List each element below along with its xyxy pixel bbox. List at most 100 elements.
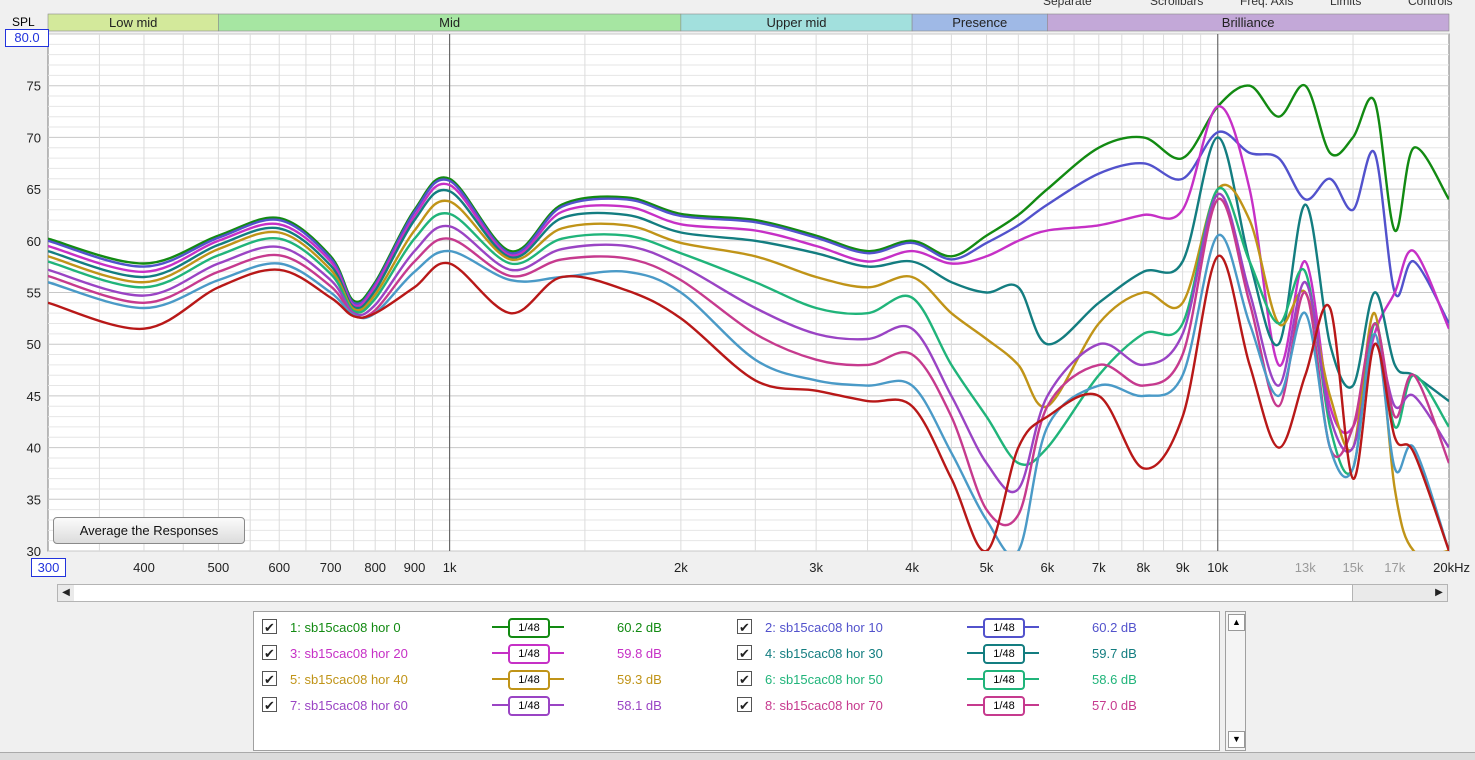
y-tick-label: 35 xyxy=(27,492,41,507)
level-value: 58.1 dB xyxy=(617,698,662,713)
x-tick-label: 17k xyxy=(1384,560,1405,575)
level-value: 60.2 dB xyxy=(1092,620,1137,635)
visibility-checkbox[interactable]: ✔ xyxy=(262,645,277,661)
level-value: 59.3 dB xyxy=(617,672,662,687)
scroll-down-icon[interactable]: ▼ xyxy=(1228,731,1245,748)
y-axis-label: SPL xyxy=(12,15,35,29)
scroll-left-icon[interactable]: ◀ xyxy=(62,587,70,598)
level-value: 60.2 dB xyxy=(617,620,662,635)
band-label: Presence xyxy=(952,15,1007,30)
legend-item[interactable]: ✔ 3: sb15cac08 hor 20 1/48 59.8 dB xyxy=(262,643,732,665)
series-line-4 xyxy=(48,136,1449,403)
series-line-10 xyxy=(48,254,1449,551)
frequency-band-strip: Low mid Mid Upper mid Presence Brilliance xyxy=(47,13,1450,32)
series-line-3 xyxy=(48,105,1449,435)
visibility-checkbox[interactable]: ✔ xyxy=(737,671,752,687)
x-tick-label: 15k xyxy=(1343,560,1364,575)
x-tick-label: 400 xyxy=(133,560,155,575)
smoothing-indicator[interactable]: 1/48 xyxy=(492,617,564,638)
scroll-up-icon[interactable]: ▲ xyxy=(1228,614,1245,631)
measurement-name: 1: sb15cac08 hor 0 xyxy=(290,620,401,635)
y-tick-label: 60 xyxy=(27,234,41,249)
band-brilliance xyxy=(1047,13,1450,32)
level-value: 58.6 dB xyxy=(1092,672,1137,687)
controls-control[interactable]: Controls xyxy=(1408,0,1453,8)
status-bar xyxy=(0,752,1475,760)
visibility-checkbox[interactable]: ✔ xyxy=(737,697,752,713)
x-tick-label: 800 xyxy=(364,560,386,575)
x-tick-label: 9k xyxy=(1176,560,1190,575)
series-line-1 xyxy=(48,84,1449,304)
smoothing-label: 1/48 xyxy=(508,670,550,690)
x-tick-label: 13k xyxy=(1295,560,1316,575)
legend-item[interactable]: ✔ 8: sb15cac08 hor 70 1/48 57.0 dB xyxy=(737,695,1207,717)
x-tick-label: 7k xyxy=(1092,560,1106,575)
visibility-checkbox[interactable]: ✔ xyxy=(737,645,752,661)
series-line-7 xyxy=(48,193,1449,494)
smoothing-indicator[interactable]: 1/48 xyxy=(967,695,1039,716)
visibility-checkbox[interactable]: ✔ xyxy=(262,697,277,713)
scroll-right-icon[interactable]: ▶ xyxy=(1435,587,1443,598)
x-tick-label: 10k xyxy=(1207,560,1228,575)
freq-axis-control[interactable]: Freq. Axis xyxy=(1240,0,1294,8)
x-tick-label: 6k xyxy=(1040,560,1054,575)
legend-item[interactable]: ✔ 5: sb15cac08 hor 40 1/48 59.3 dB xyxy=(262,669,732,691)
average-responses-button[interactable]: Average the Responses xyxy=(53,517,245,544)
grid-lines xyxy=(48,33,1449,552)
visibility-checkbox[interactable]: ✔ xyxy=(262,671,277,687)
x-tick-label: 3k xyxy=(809,560,823,575)
measurement-name: 7: sb15cac08 hor 60 xyxy=(290,698,408,713)
x-tick-label: 900 xyxy=(404,560,426,575)
y-tick-labels: 30 35 40 45 50 55 60 65 70 75 xyxy=(27,79,41,559)
horizontal-scrollbar[interactable]: ◀ ▶ xyxy=(57,584,1448,602)
top-controls-bar: Separate Scrollbars Freq. Axis Limits Co… xyxy=(0,0,1475,13)
x-tick-label: 1k xyxy=(443,560,457,575)
x-tick-label: 700 xyxy=(320,560,342,575)
x-tick-label: 5k xyxy=(980,560,994,575)
measurement-name: 2: sb15cac08 hor 10 xyxy=(765,620,883,635)
legend-item[interactable]: ✔ 4: sb15cac08 hor 30 1/48 59.7 dB xyxy=(737,643,1207,665)
measurement-legend: ✔ 1: sb15cac08 hor 0 1/48 60.2 dB ✔ 2: sb15ca… xyxy=(253,611,1220,751)
visibility-checkbox[interactable]: ✔ xyxy=(737,619,752,635)
legend-item[interactable]: ✔ 7: sb15cac08 hor 60 1/48 58.1 dB xyxy=(262,695,732,717)
scrollbar-thumb[interactable] xyxy=(74,585,1353,601)
level-value: 57.0 dB xyxy=(1092,698,1137,713)
y-tick-label: 50 xyxy=(27,337,41,352)
x-tick-label: 500 xyxy=(208,560,230,575)
separate-control[interactable]: Separate xyxy=(1043,0,1092,8)
legend-item[interactable]: ✔ 2: sb15cac08 hor 10 1/48 60.2 dB xyxy=(737,617,1207,639)
smoothing-label: 1/48 xyxy=(983,670,1025,690)
y-tick-label: 30 xyxy=(27,544,41,559)
smoothing-indicator[interactable]: 1/48 xyxy=(967,669,1039,690)
series-line-6 xyxy=(48,186,1449,475)
limits-control[interactable]: Limits xyxy=(1330,0,1362,8)
series-line-5 xyxy=(48,183,1449,551)
legend-item[interactable]: ✔ 1: sb15cac08 hor 0 1/48 60.2 dB xyxy=(262,617,732,639)
scrollbars-control[interactable]: Scrollbars xyxy=(1150,0,1204,8)
y-tick-label: 70 xyxy=(27,130,41,145)
band-label: Low mid xyxy=(109,15,157,30)
y-tick-label: 55 xyxy=(27,286,41,301)
measurement-name: 6: sb15cac08 hor 50 xyxy=(765,672,883,687)
smoothing-indicator[interactable]: 1/48 xyxy=(967,643,1039,664)
frequency-response-chart[interactable]: Low mid Mid Upper mid Presence Brilliance 30… xyxy=(0,0,1475,582)
series-line-2 xyxy=(48,130,1449,325)
band-label: Mid xyxy=(439,15,460,30)
legend-item[interactable]: ✔ 6: sb15cac08 hor 50 1/48 58.6 dB xyxy=(737,669,1207,691)
smoothing-indicator[interactable]: 1/48 xyxy=(967,617,1039,638)
x-tick-labels: 400 500 600 700 800 900 1k 2k 3k 4k 5k 6k 7k 8k 9k 10k 1… xyxy=(133,560,1470,575)
smoothing-label: 1/48 xyxy=(508,644,550,664)
y-tick-label: 75 xyxy=(27,79,41,94)
measurement-name: 8: sb15cac08 hor 70 xyxy=(765,698,883,713)
smoothing-indicator[interactable]: 1/48 xyxy=(492,669,564,690)
smoothing-indicator[interactable]: 1/48 xyxy=(492,643,564,664)
measurement-name: 4: sb15cac08 hor 30 xyxy=(765,646,883,661)
y-tick-label: 40 xyxy=(27,441,41,456)
smoothing-indicator[interactable]: 1/48 xyxy=(492,695,564,716)
band-label: Upper mid xyxy=(767,15,827,30)
x-min-input[interactable]: 300 xyxy=(31,558,66,577)
y-max-input[interactable]: 80.0 xyxy=(5,29,49,47)
measurement-name: 3: sb15cac08 hor 20 xyxy=(290,646,408,661)
legend-vertical-scrollbar[interactable]: ▲ ▼ xyxy=(1225,611,1246,751)
visibility-checkbox[interactable]: ✔ xyxy=(262,619,277,635)
